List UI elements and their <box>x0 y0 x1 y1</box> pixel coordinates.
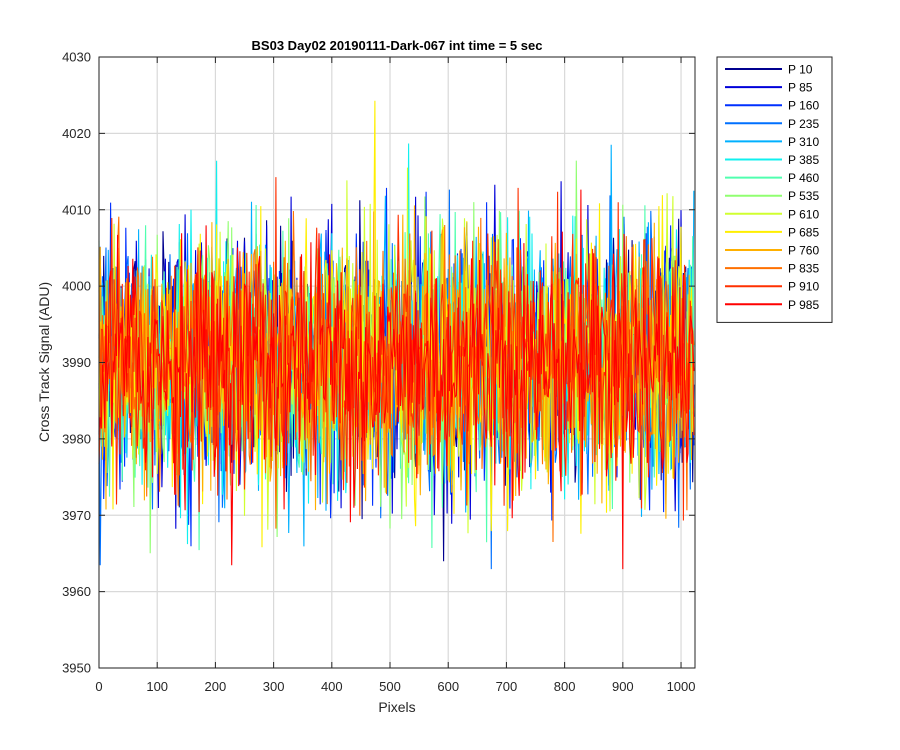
x-tick-labels: 0 100 200 300 400 500 600 700 800 900 1000 <box>95 679 695 694</box>
legend-label: P 310 <box>788 135 819 149</box>
x-tick-label: 600 <box>437 679 459 694</box>
x-tick-label: 200 <box>205 679 227 694</box>
y-tick-labels: 3950 3960 3970 3980 3990 4000 4010 4020 4030 <box>62 50 91 676</box>
legend-label: P 835 <box>788 262 819 276</box>
legend-label: P 985 <box>788 298 819 312</box>
y-tick-label: 3960 <box>62 584 91 599</box>
legend-box <box>716 56 833 323</box>
y-tick-label: 4030 <box>62 50 91 65</box>
y-axis-label: Cross Track Signal (ADU) <box>36 282 52 442</box>
legend-label: P 535 <box>788 189 819 203</box>
series-line-p985 <box>98 189 695 570</box>
legend-label: P 85 <box>788 81 813 95</box>
legend: P 10 P 85 P 160 P 235 P 310 P 385 P 460 P 535 P … <box>716 56 833 323</box>
x-axis-label: Pixels <box>378 699 415 715</box>
legend-label: P 760 <box>788 244 819 258</box>
legend-label: P 10 <box>788 63 813 77</box>
x-tick-label: 100 <box>146 679 168 694</box>
legend-label: P 910 <box>788 280 819 294</box>
chart-title: BS03 Day02 20190111-Dark-067 int time = … <box>252 38 543 53</box>
x-tick-label: 800 <box>554 679 576 694</box>
y-tick-label: 3980 <box>62 431 91 446</box>
x-tick-label: 900 <box>612 679 634 694</box>
legend-label: P 160 <box>788 99 819 113</box>
legend-label: P 610 <box>788 207 819 221</box>
y-tick-label: 4000 <box>62 279 91 294</box>
legend-label: P 460 <box>788 171 819 185</box>
x-tick-label: 500 <box>379 679 401 694</box>
x-tick-label: 0 <box>95 679 102 694</box>
y-tick-label: 3990 <box>62 355 91 370</box>
y-tick-label: 4020 <box>62 126 91 141</box>
x-tick-label: 400 <box>321 679 343 694</box>
legend-label: P 685 <box>788 225 819 239</box>
legend-label: P 235 <box>788 117 819 131</box>
x-tick-label: 1000 <box>667 679 696 694</box>
x-tick-label: 700 <box>496 679 518 694</box>
x-tick-label: 300 <box>263 679 285 694</box>
y-tick-label: 3970 <box>62 508 91 523</box>
y-tick-label: 4010 <box>62 202 91 217</box>
series-lines <box>98 100 695 570</box>
axes <box>98 56 696 669</box>
legend-label: P 385 <box>788 153 819 167</box>
y-tick-label: 3950 <box>62 661 91 676</box>
